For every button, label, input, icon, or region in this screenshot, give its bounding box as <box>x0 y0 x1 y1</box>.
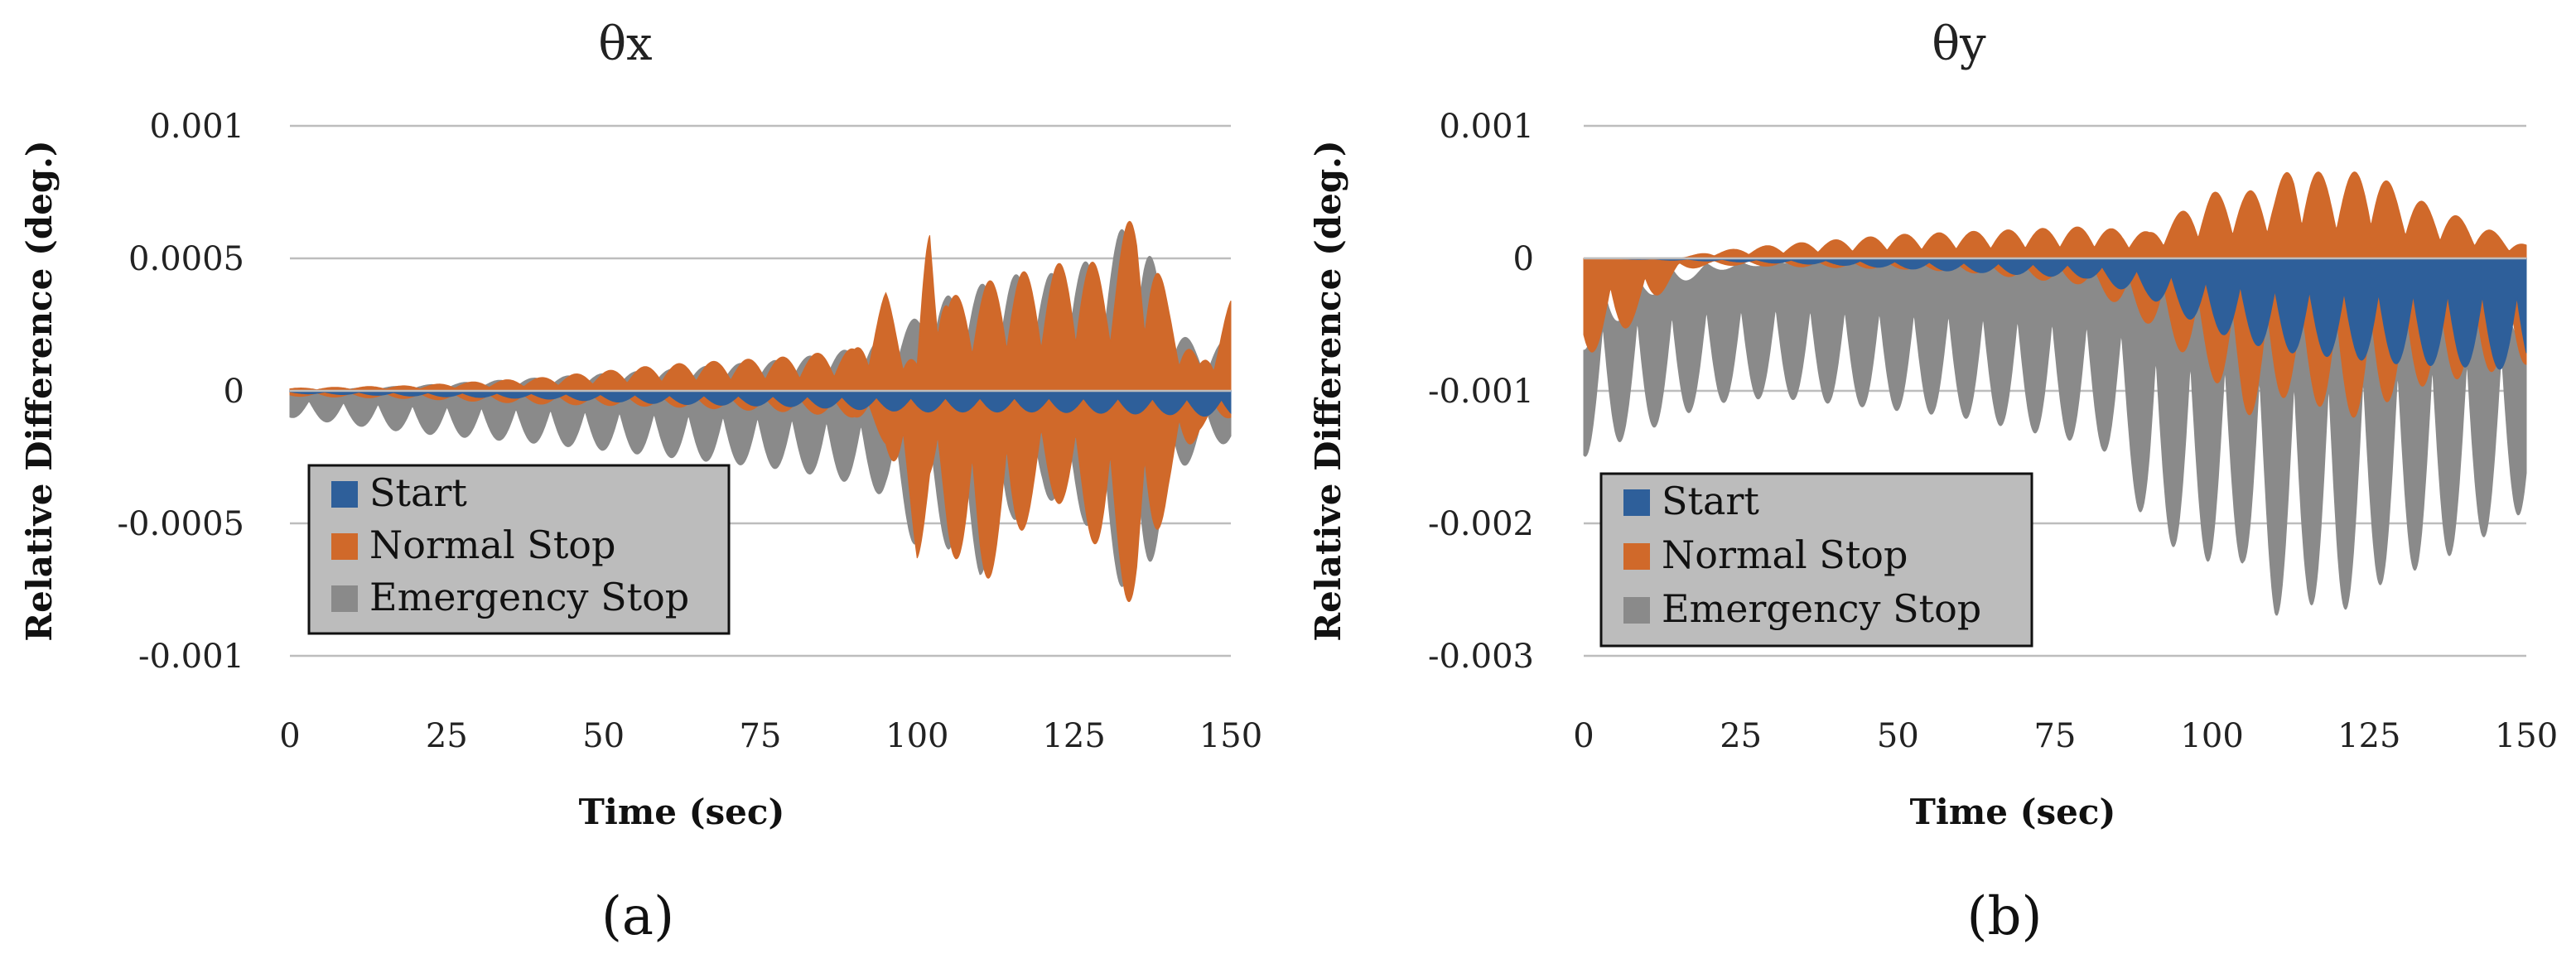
plot-area <box>1583 171 2527 616</box>
x-axis-label: Time (sec) <box>1910 792 2116 832</box>
legend-swatch-start <box>1623 489 1650 516</box>
legend-label-start: Start <box>369 470 467 515</box>
legend-box <box>1599 472 2033 648</box>
chart-theta-y: θy 0.001 0 -0.001 -0.002 -0.003 0 25 50 75 100 125… <box>1308 17 2558 947</box>
legend-box <box>307 464 731 635</box>
x-tick-label: 75 <box>2034 717 2077 755</box>
y-tick-label: -0.0005 <box>118 505 244 543</box>
x-axis-label: Time (sec) <box>579 792 785 832</box>
y-tick-label: 0.001 <box>1439 108 1534 146</box>
tick-labels: 0.001 0.0005 0 -0.0005 -0.001 0 25 50 75 100 125 15… <box>118 108 1263 755</box>
legend-label-emergency-stop: Emergency Stop <box>1662 586 1981 631</box>
x-tick-label: 100 <box>2180 717 2243 755</box>
series-area-normal-stop <box>289 220 1232 603</box>
legend-label-normal-stop: Normal Stop <box>1662 532 1908 577</box>
y-tick-label: -0.003 <box>1428 638 1534 676</box>
legend: Start Normal Stop Emergency Stop <box>307 464 731 635</box>
series-area-normal-stop <box>1583 171 2527 418</box>
x-tick-label: 125 <box>2337 717 2400 755</box>
x-tick-label: 100 <box>885 717 948 755</box>
legend-label-start: Start <box>1662 479 1759 523</box>
legend-swatch-normal-stop <box>1623 543 1650 570</box>
x-tick-label: 0 <box>279 717 300 755</box>
y-tick-label: -0.001 <box>138 638 244 676</box>
y-tick-label: 0.001 <box>149 108 244 146</box>
panel-label-a: (a) <box>601 886 674 947</box>
legend-swatch-normal-stop <box>331 533 358 560</box>
x-tick-label: 0 <box>1573 717 1594 755</box>
x-tick-label: 50 <box>1877 717 1919 755</box>
x-tick-label: 150 <box>2495 717 2558 755</box>
x-tick-label: 75 <box>740 717 782 755</box>
x-tick-label: 25 <box>1720 717 1762 755</box>
panel-label-b: (b) <box>1967 886 2043 947</box>
y-axis-label: Relative Difference (deg.) <box>19 140 60 642</box>
y-tick-label: -0.002 <box>1428 505 1534 543</box>
panel-label-b-text: (b) <box>1967 886 2043 947</box>
y-tick-label: 0.0005 <box>128 240 244 278</box>
x-tick-label: 150 <box>1199 717 1262 755</box>
y-tick-label: 0 <box>224 373 244 411</box>
chart-title: θx <box>598 17 652 71</box>
y-tick-label: 0 <box>1513 240 1534 278</box>
legend-swatch-emergency-stop <box>1623 597 1650 624</box>
legend-swatch-start <box>331 481 358 508</box>
x-tick-label: 125 <box>1042 717 1105 755</box>
x-tick-label: 50 <box>582 717 625 755</box>
chart-title: θy <box>1932 17 1986 71</box>
tick-labels: 0.001 0 -0.001 -0.002 -0.003 0 25 50 75 100 125 150 <box>1428 108 2558 755</box>
x-tick-label: 25 <box>426 717 468 755</box>
legend-swatch-emergency-stop <box>331 585 358 612</box>
y-tick-label: -0.001 <box>1428 373 1534 411</box>
legend-label-emergency-stop: Emergency Stop <box>369 575 689 619</box>
y-axis-label: Relative Difference (deg.) <box>1308 140 1348 642</box>
legend-label-normal-stop: Normal Stop <box>369 523 615 567</box>
legend: Start Normal Stop Emergency Stop <box>1599 472 2033 648</box>
chart-theta-x: θx 0.001 0.0005 0 -0.0005 -0.001 0 25 50 75 100 12… <box>19 17 1262 947</box>
plot-area <box>289 220 1232 603</box>
panel-label-a-text: (a) <box>601 886 674 947</box>
